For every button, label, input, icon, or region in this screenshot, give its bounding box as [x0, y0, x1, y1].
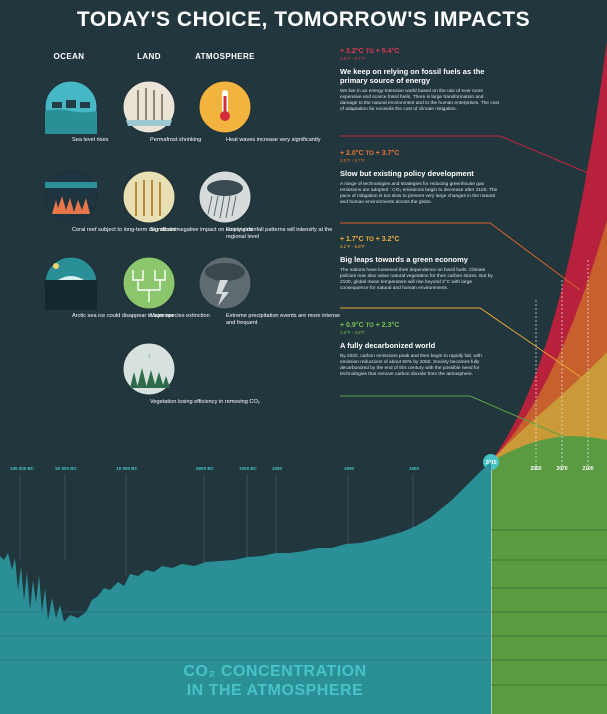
- timeline-label: 1900: [344, 466, 355, 471]
- scenario-range-note: 3.8°F - 9.7°F: [340, 56, 365, 61]
- scenario-temperature: + 1.7°C TO + 3.2°C: [340, 236, 400, 243]
- scenario-temperature: + 3.2°C TO + 5.4°C: [340, 48, 400, 55]
- future-year-label: 2100: [582, 466, 593, 472]
- scenario-orange: + 2.0°C TO + 3.7°C 3.6°F - 6.7°F Slow bu…: [340, 150, 500, 206]
- impact-permafrost: Permafrost shrinking: [122, 80, 272, 144]
- red-connector: [340, 135, 601, 179]
- impact-caption: Sea level rises: [72, 137, 109, 143]
- co2-title-line1: CO₂ CONCENTRATION: [183, 663, 367, 680]
- scenario-body: By 2020, carbon emissions peak and then …: [340, 354, 482, 377]
- impact-caption: Major species extinction: [150, 313, 210, 319]
- timeline-label: 1950: [409, 466, 420, 471]
- co2-title: CO₂ CONCENTRATION IN THE ATMOSPHERE: [150, 662, 400, 700]
- scenario-temperature: + 0.9°C TO + 2.3°C: [340, 322, 400, 329]
- timeline-label: 50 000 BC: [55, 466, 77, 471]
- present-year-label: 2015: [485, 460, 496, 466]
- orange-connector: [340, 222, 581, 291]
- impact-heat-waves: Heat waves increase very significantly: [198, 80, 348, 144]
- green-scenario-area: [490, 436, 607, 714]
- scenario-heading: We keep on relying on fossil fuels as th…: [340, 67, 485, 85]
- coral-reef-icon: [44, 170, 98, 224]
- scenario-temperature: + 2.0°C TO + 3.7°C: [340, 150, 400, 157]
- sea-ice-icon: [44, 256, 98, 310]
- yellow-connector: [340, 307, 586, 381]
- timeline-label: 1000 BC: [239, 466, 258, 471]
- impact-sea-level: Sea level rises: [44, 80, 194, 144]
- scenario-yellow: + 1.7°C TO + 3.2°C 3.1°F - 5.8°F Big lea…: [340, 236, 500, 292]
- scenario-body: A range of technologies and strategies f…: [340, 182, 498, 205]
- future-year-label: 2070: [556, 466, 567, 472]
- impact-coral: Coral reef subject to long-term degradat…: [44, 170, 194, 234]
- storm-icon: [198, 256, 252, 310]
- impact-caption: Existing rainfall patterns will intensif…: [226, 227, 333, 240]
- thermometer-icon: [198, 80, 252, 134]
- scenario-heading: A fully decarbonized world: [340, 341, 436, 350]
- impact-caption: Arctic sea ice could disappear in summer: [72, 313, 174, 319]
- timeline-label: 1000: [272, 466, 283, 471]
- timeline-label: 10 000 BC: [116, 466, 138, 471]
- scenario-green: + 0.9°C TO + 2.3°C 1.6°F - 4.2°F A fully…: [340, 322, 500, 378]
- impact-caption: Vegetation losing efficiency in removing…: [150, 399, 260, 405]
- impact-caption: Extreme precipitation events are more in…: [226, 313, 341, 326]
- scenario-range-note: 3.1°F - 5.8°F: [340, 244, 365, 249]
- scenario-range-note: 1.6°F - 4.2°F: [340, 330, 365, 335]
- permafrost-icon: [122, 80, 176, 134]
- co2-history-area: [0, 462, 491, 714]
- timeline-label: 5000 BC: [196, 466, 215, 471]
- svg-text:↕: ↕: [148, 354, 151, 360]
- scenario-red: + 3.2°C TO + 5.4°C 3.8°F - 9.7°F We keep…: [340, 48, 500, 113]
- impact-caption: Heat waves increase very significantly: [226, 137, 321, 143]
- impact-caption: Coral reef subject to long-term degradat…: [72, 227, 179, 233]
- forest-icon: ↕: [122, 342, 176, 396]
- impact-vegetation: ↕ Vegetation losing efficiency in removi…: [122, 342, 272, 406]
- impact-caption: Permafrost shrinking: [150, 137, 202, 143]
- impact-species: Major species extinction: [122, 256, 272, 320]
- column-heading-atmosphere: ATMOSPHERE: [195, 52, 255, 61]
- green-connector: [340, 395, 591, 449]
- impact-crops: Significant negative impact on crop yiel…: [122, 170, 272, 234]
- column-heading-ocean: OCEAN: [53, 52, 85, 61]
- impact-caption: Significant negative impact on crop yiel…: [150, 227, 253, 233]
- rain-cloud-icon: [198, 170, 252, 224]
- future-year-label: 2050: [530, 466, 541, 472]
- scenario-body: We live in an energy-intensive world bas…: [340, 89, 500, 112]
- scenario-heading: Big leaps towards a green economy: [340, 255, 468, 264]
- sea-level-icon: [44, 80, 98, 134]
- impact-sea-ice: Arctic sea ice could disappear in summer: [44, 256, 194, 320]
- co2-title-line2: IN THE ATMOSPHERE: [186, 682, 364, 699]
- scenario-heading: Slow but existing policy development: [340, 169, 474, 178]
- wheat-icon: [122, 170, 176, 224]
- species-tree-icon: [122, 256, 176, 310]
- page-title: TODAY'S CHOICE, TOMORROW'S IMPACTS: [76, 8, 531, 31]
- impact-precipitation: Extreme precipitation events are more in…: [198, 256, 348, 327]
- impact-rainfall: Existing rainfall patterns will intensif…: [198, 170, 348, 241]
- timeline-label: 100 000 BC: [10, 466, 35, 471]
- scenario-body: The nations have loosened their dependen…: [340, 268, 493, 291]
- column-heading-land: LAND: [137, 52, 161, 61]
- scenario-range-note: 3.6°F - 6.7°F: [340, 158, 365, 163]
